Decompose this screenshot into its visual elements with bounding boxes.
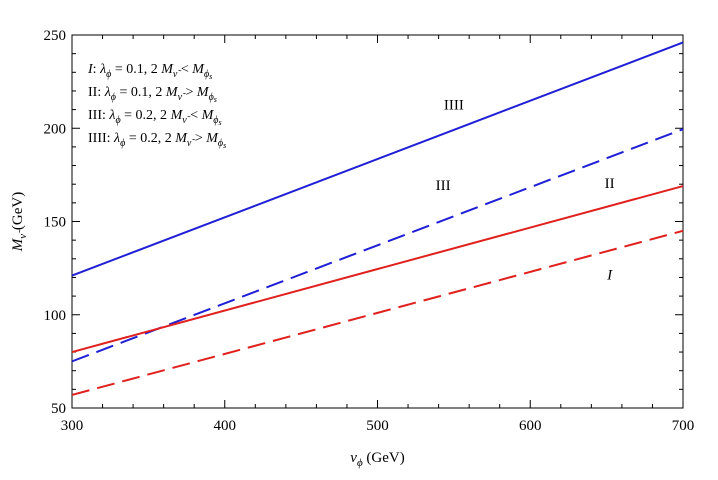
series-line-IIII [71, 41, 684, 277]
legend-mass-phi-sub: ϕ [213, 115, 218, 126]
y-tick-label: 100 [44, 308, 67, 324]
legend-mass-phi-subsub: s [209, 72, 212, 81]
x-tick-label: 300 [61, 418, 84, 434]
legend-relation: < [177, 62, 192, 77]
legend-mass-phi-subsub: s [214, 95, 217, 104]
tick-marks [71, 34, 684, 409]
legend-mass-phi: M [196, 85, 210, 100]
tick-labels: 300 400 500 600 700 50 100 150 200 250 [44, 28, 695, 434]
legend-relation: < [187, 108, 202, 123]
legend-mass-nu-sub: ν̃ [182, 115, 190, 126]
x-tick-label: 400 [214, 418, 237, 434]
legend-mass-phi: M [205, 131, 219, 146]
legend-lambda-value: = 0.1, 2 [111, 62, 161, 77]
legend-lambda: λ [113, 131, 120, 146]
legend-lambda-value: = 0.2, 2 [125, 131, 175, 146]
legend-sep: : [107, 131, 114, 146]
legend-relation: > [191, 131, 206, 146]
legend-lambda-sub: ϕ [115, 115, 120, 126]
legend-entry-III: III: λϕ = 0.2, 2 Mν̃ < Mϕs [88, 108, 222, 127]
series-lines [71, 41, 684, 396]
x-axis-title-unit: (GeV) [363, 450, 405, 466]
series-line-II [71, 185, 684, 354]
legend-mass-nu-sub: ν̃ [173, 69, 181, 80]
legend-id: III [88, 108, 102, 123]
legend-lambda: λ [99, 62, 106, 77]
legend-id: IIII [88, 131, 107, 146]
legend-mass-phi: M [201, 108, 215, 123]
legend-sep: : [102, 108, 109, 123]
legend-entry-IIII: IIII: λϕ = 0.2, 2 Mν̃ > Mϕs [88, 131, 226, 150]
x-tick-label: 500 [366, 418, 389, 434]
x-axis-title-subscript: ϕ [357, 457, 363, 469]
legend-lambda-sub: ϕ [111, 92, 116, 103]
x-axis-title-symbol: v [350, 450, 357, 466]
y-tick-label: 50 [51, 401, 66, 417]
curve-label-I: I [606, 267, 613, 283]
legend-mass-nu-sub: ν̃ [187, 138, 195, 149]
y-tick-label: 200 [44, 121, 67, 137]
x-tick-label: 600 [519, 418, 542, 434]
legend-mass-phi-subsub: s [218, 118, 221, 127]
curve-label-IIII: IIII [444, 98, 464, 114]
legend-relation: > [182, 85, 197, 100]
legend-mass-phi-sub: ϕ [218, 138, 223, 149]
legend-id: I [87, 62, 94, 77]
legend-id: II [88, 85, 98, 100]
y-axis-title-symbol: M [10, 237, 26, 252]
legend-entry-I: I: λϕ = 0.1, 2 Mν̃ < Mϕs [87, 62, 212, 81]
legend-mass-nu-sub: ν̃ [178, 92, 186, 103]
legend-mass-nu: M [160, 62, 174, 77]
y-tick-label: 250 [44, 28, 67, 44]
legend-entry-II: II: λϕ = 0.1, 2 Mν̃ > Mϕs [88, 85, 217, 104]
curve-label-II: II [605, 176, 615, 192]
legend-sep: : [97, 85, 104, 100]
y-tick-label: 150 [44, 215, 67, 231]
x-axis-title: vϕ (GeV) [350, 450, 404, 469]
y-axis-title-unit: (GeV) [10, 192, 26, 234]
y-axis-title: Mν̃ (GeV) [10, 192, 29, 252]
legend-sep: : [93, 62, 100, 77]
legend-lambda: λ [108, 108, 115, 123]
legend-lambda: λ [104, 85, 111, 100]
curve-label-III: III [436, 178, 451, 194]
legend-mass-phi-subsub: s [223, 141, 226, 150]
legend-lambda-sub: ϕ [120, 138, 125, 149]
legend-mass-nu: M [165, 85, 179, 100]
legend-mass-nu: M [174, 131, 188, 146]
series-line-III [71, 128, 684, 363]
legend-mass-phi-sub: ϕ [204, 69, 209, 80]
legend-lambda-sub: ϕ [106, 69, 111, 80]
x-tick-label: 700 [672, 418, 695, 434]
legend-lambda-value: = 0.2, 2 [121, 108, 171, 123]
legend-mass-phi-sub: ϕ [209, 92, 214, 103]
legend-mass-phi: M [191, 62, 205, 77]
legend-lambda-value: = 0.1, 2 [116, 85, 166, 100]
series-line-I [71, 229, 684, 396]
legend-mass-nu: M [170, 108, 184, 123]
